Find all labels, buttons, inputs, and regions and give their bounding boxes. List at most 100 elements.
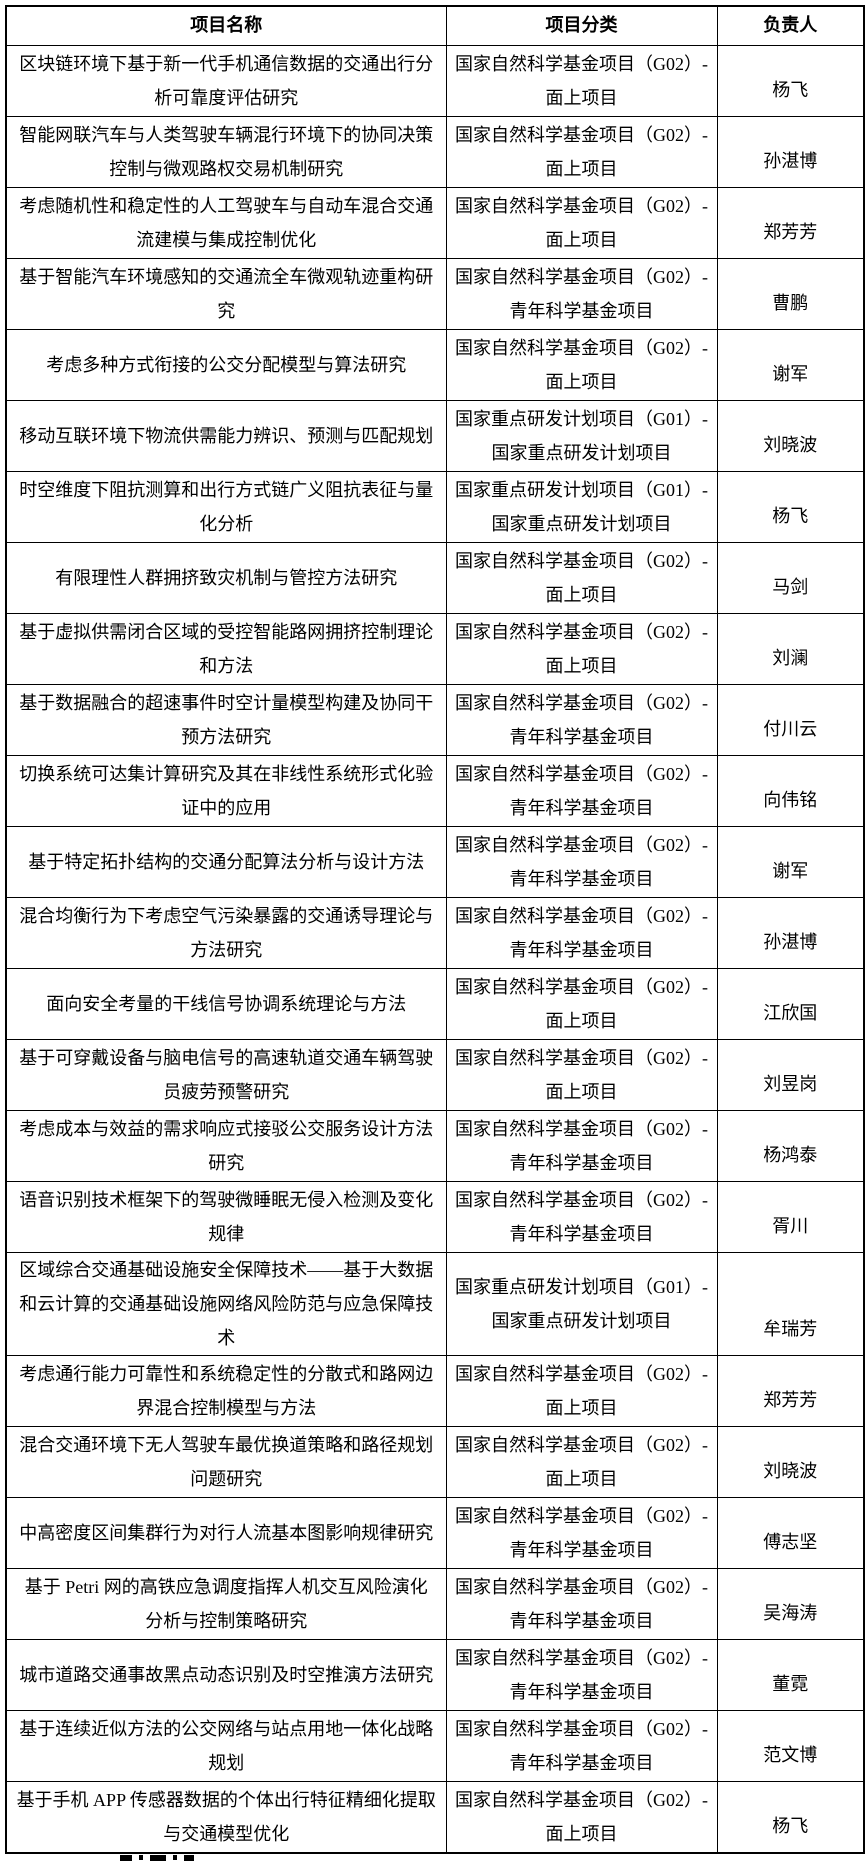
project-category-line: 国家自然科学基金项目（G02）- <box>455 1190 708 1210</box>
project-category-line: 青年科学基金项目 <box>509 1753 654 1773</box>
project-name-cell: 移动互联环境下物流供需能力辨识、预测与匹配规划 <box>5 400 447 472</box>
project-name-cell: 有限理性人群拥挤致灾机制与管控方法研究 <box>5 542 447 614</box>
project-category-line: 青年科学基金项目 <box>509 727 654 747</box>
table-row: 基于可穿戴设备与脑电信号的高速轨道交通车辆驾驶员疲劳预警研究 国家自然科学基金项目… <box>5 1039 865 1111</box>
project-table: 项目名称 项目分类 负责人 区块链环境下基于新一代手机通信数据的交通出行分析可靠… <box>5 5 865 1854</box>
table-row: 城市道路交通事故黑点动态识别及时空推演方法研究 国家自然科学基金项目（G02）- 青… <box>5 1639 865 1711</box>
table-row: 基于数据融合的超速事件时空计量模型构建及协同干预方法研究 国家自然科学基金项目（G… <box>5 684 865 756</box>
project-name-cell: 基于连续近似方法的公交网络与站点用地一体化战略规划 <box>5 1710 447 1782</box>
project-category-cell: 国家自然科学基金项目（G02）- 面上项目 <box>445 1355 718 1427</box>
project-category-cell: 国家自然科学基金项目（G02）- 青年科学基金项目 <box>445 897 718 969</box>
project-leader-cell: 刘晓波 <box>716 400 865 472</box>
project-leader-cell: 谢军 <box>716 329 865 401</box>
table-row: 基于手机 APP 传感器数据的个体出行特征精细化提取与交通模型优化 国家自然科学基… <box>5 1781 865 1854</box>
project-name-cell: 时空维度下阻抗测算和出行方式链广义阻抗表征与量化分析 <box>5 471 447 543</box>
project-category-line: 国家重点研发计划项目 <box>491 443 672 463</box>
project-category-line: 国家自然科学基金项目（G02）- <box>455 906 708 926</box>
project-category-cell: 国家自然科学基金项目（G02）- 面上项目 <box>445 1781 718 1854</box>
project-name-cell: 面向安全考量的干线信号协调系统理论与方法 <box>5 968 447 1040</box>
project-category-cell: 国家自然科学基金项目（G02）- 面上项目 <box>445 329 718 401</box>
project-name-cell: 混合均衡行为下考虑空气污染暴露的交通诱导理论与方法研究 <box>5 897 447 969</box>
project-category-line: 国家自然科学基金项目（G02）- <box>455 693 708 713</box>
project-category-line: 国家自然科学基金项目（G02）- <box>455 196 708 216</box>
project-category-cell: 国家自然科学基金项目（G02）- 青年科学基金项目 <box>445 1568 718 1640</box>
project-leader-cell: 江欣国 <box>716 968 865 1040</box>
project-category-line: 青年科学基金项目 <box>509 1540 654 1560</box>
table-row: 考虑成本与效益的需求响应式接驳公交服务设计方法研究 国家自然科学基金项目（G02）… <box>5 1110 865 1182</box>
project-category-line: 国家自然科学基金项目（G02）- <box>455 622 708 642</box>
project-category-cell: 国家重点研发计划项目（G01）- 国家重点研发计划项目 <box>445 471 718 543</box>
project-leader-cell: 孙湛博 <box>716 897 865 969</box>
project-category-cell: 国家自然科学基金项目（G02）- 面上项目 <box>445 116 718 188</box>
table-row: 基于 Petri 网的高铁应急调度指挥人机交互风险演化分析与控制策略研究 国家自然… <box>5 1568 865 1640</box>
project-category-line: 国家自然科学基金项目（G02）- <box>455 1506 708 1526</box>
project-category-line: 国家自然科学基金项目（G02）- <box>455 1790 708 1810</box>
project-name-cell: 切换系统可达集计算研究及其在非线性系统形式化验证中的应用 <box>5 755 447 827</box>
project-leader-cell: 马剑 <box>716 542 865 614</box>
project-name-cell: 中高密度区间集群行为对行人流基本图影响规律研究 <box>5 1497 447 1569</box>
project-category-line: 青年科学基金项目 <box>509 301 654 321</box>
project-category-line: 国家自然科学基金项目（G02）- <box>455 1119 708 1139</box>
project-category-line: 国家自然科学基金项目（G02）- <box>455 54 708 74</box>
project-category-cell: 国家自然科学基金项目（G02）- 青年科学基金项目 <box>445 1710 718 1782</box>
project-category-cell: 国家自然科学基金项目（G02）- 面上项目 <box>445 613 718 685</box>
project-leader-cell: 孙湛博 <box>716 116 865 188</box>
project-category-line: 青年科学基金项目 <box>509 1153 654 1173</box>
project-category-line: 国家自然科学基金项目（G02）- <box>455 1364 708 1384</box>
project-category-line: 面上项目 <box>545 159 618 179</box>
project-leader-cell: 范文博 <box>716 1710 865 1782</box>
project-category-line: 青年科学基金项目 <box>509 1224 654 1244</box>
project-category-line: 面上项目 <box>545 585 618 605</box>
project-name-cell: 考虑通行能力可靠性和系统稳定性的分散式和路网边界混合控制模型与方法 <box>5 1355 447 1427</box>
project-leader-cell: 郑芳芳 <box>716 187 865 259</box>
project-leader-cell: 刘澜 <box>716 613 865 685</box>
project-leader-cell: 傅志坚 <box>716 1497 865 1569</box>
header-project-name: 项目名称 <box>5 5 447 46</box>
project-category-line: 国家自然科学基金项目（G02）- <box>455 764 708 784</box>
project-name-cell: 基于智能汽车环境感知的交通流全车微观轨迹重构研究 <box>5 258 447 330</box>
project-category-cell: 国家自然科学基金项目（G02）- 青年科学基金项目 <box>445 826 718 898</box>
project-category-cell: 国家自然科学基金项目（G02）- 青年科学基金项目 <box>445 258 718 330</box>
project-category-cell: 国家自然科学基金项目（G02）- 面上项目 <box>445 45 718 117</box>
table-row: 有限理性人群拥挤致灾机制与管控方法研究 国家自然科学基金项目（G02）- 面上项目 马… <box>5 542 865 614</box>
table-body: 区块链环境下基于新一代手机通信数据的交通出行分析可靠度评估研究 国家自然科学基金项… <box>5 45 865 1854</box>
header-project-category: 项目分类 <box>445 5 718 46</box>
table-row: 考虑随机性和稳定性的人工驾驶车与自动车混合交通流建模与集成控制优化 国家自然科学基… <box>5 187 865 259</box>
table-row: 时空维度下阻抗测算和出行方式链广义阻抗表征与量化分析 国家重点研发计划项目（G01… <box>5 471 865 543</box>
project-leader-cell: 杨飞 <box>716 45 865 117</box>
table-row: 中高密度区间集群行为对行人流基本图影响规律研究 国家自然科学基金项目（G02）- 青… <box>5 1497 865 1569</box>
project-category-line: 国家自然科学基金项目（G02）- <box>455 125 708 145</box>
project-category-cell: 国家自然科学基金项目（G02）- 面上项目 <box>445 1039 718 1111</box>
project-leader-cell: 胥川 <box>716 1181 865 1253</box>
project-name-cell: 基于可穿戴设备与脑电信号的高速轨道交通车辆驾驶员疲劳预警研究 <box>5 1039 447 1111</box>
project-category-cell: 国家自然科学基金项目（G02）- 面上项目 <box>445 1426 718 1498</box>
table-row: 移动互联环境下物流供需能力辨识、预测与匹配规划 国家重点研发计划项目（G01）- 国… <box>5 400 865 472</box>
project-category-line: 面上项目 <box>545 372 618 392</box>
project-category-line: 面上项目 <box>545 1011 618 1031</box>
project-category-line: 国家自然科学基金项目（G02）- <box>455 1648 708 1668</box>
project-name-cell: 基于特定拓扑结构的交通分配算法分析与设计方法 <box>5 826 447 898</box>
project-category-cell: 国家自然科学基金项目（G02）- 面上项目 <box>445 187 718 259</box>
table-row: 面向安全考量的干线信号协调系统理论与方法 国家自然科学基金项目（G02）- 面上项目… <box>5 968 865 1040</box>
project-category-line: 青年科学基金项目 <box>509 869 654 889</box>
project-category-line: 国家自然科学基金项目（G02）- <box>455 267 708 287</box>
project-category-cell: 国家自然科学基金项目（G02）- 青年科学基金项目 <box>445 1639 718 1711</box>
table-row: 区域综合交通基础设施安全保障技术——基于大数据和云计算的交通基础设施网络风险防范… <box>5 1252 865 1356</box>
clipped-text-fragment <box>120 1855 270 1861</box>
project-category-cell: 国家自然科学基金项目（G02）- 面上项目 <box>445 542 718 614</box>
project-category-cell: 国家自然科学基金项目（G02）- 青年科学基金项目 <box>445 1181 718 1253</box>
project-category-line: 国家自然科学基金项目（G02）- <box>455 1435 708 1455</box>
table-row: 考虑通行能力可靠性和系统稳定性的分散式和路网边界混合控制模型与方法 国家自然科学基… <box>5 1355 865 1427</box>
project-leader-cell: 杨鸿泰 <box>716 1110 865 1182</box>
project-name-cell: 基于手机 APP 传感器数据的个体出行特征精细化提取与交通模型优化 <box>5 1781 447 1854</box>
table-row: 基于连续近似方法的公交网络与站点用地一体化战略规划 国家自然科学基金项目（G02）… <box>5 1710 865 1782</box>
project-category-line: 国家重点研发计划项目（G01）- <box>455 409 708 429</box>
project-leader-cell: 付川云 <box>716 684 865 756</box>
project-category-line: 国家重点研发计划项目（G01）- <box>455 1277 708 1297</box>
project-leader-cell: 刘昱岗 <box>716 1039 865 1111</box>
project-name-cell: 智能网联汽车与人类驾驶车辆混行环境下的协同决策控制与微观路权交易机制研究 <box>5 116 447 188</box>
project-category-line: 青年科学基金项目 <box>509 1611 654 1631</box>
project-category-line: 面上项目 <box>545 230 618 250</box>
project-category-line: 国家自然科学基金项目（G02）- <box>455 835 708 855</box>
table-row: 智能网联汽车与人类驾驶车辆混行环境下的协同决策控制与微观路权交易机制研究 国家自然… <box>5 116 865 188</box>
